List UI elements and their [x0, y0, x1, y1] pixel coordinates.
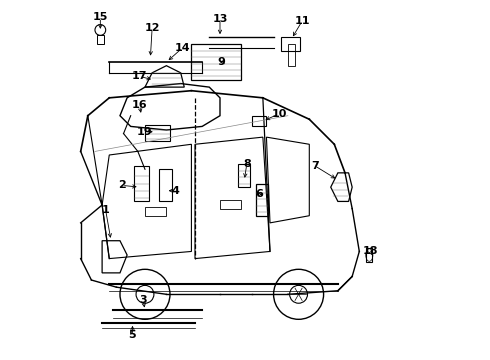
Text: 13: 13: [212, 14, 228, 24]
Text: 11: 11: [294, 16, 310, 26]
Text: 16: 16: [132, 100, 147, 110]
Bar: [192, 44, 242, 80]
Bar: [256, 184, 268, 216]
Bar: [367, 248, 372, 262]
Text: 7: 7: [311, 161, 319, 171]
Text: 4: 4: [172, 186, 179, 196]
Bar: [252, 116, 267, 126]
Text: 15: 15: [93, 13, 108, 22]
Bar: [288, 44, 295, 66]
Bar: [97, 35, 104, 44]
Text: 10: 10: [271, 109, 287, 119]
Bar: [145, 125, 170, 141]
Bar: [220, 200, 242, 208]
Bar: [159, 169, 172, 202]
Bar: [281, 37, 300, 51]
Text: 17: 17: [132, 71, 147, 81]
Text: 9: 9: [218, 57, 226, 67]
Bar: [238, 164, 250, 187]
Bar: [145, 207, 167, 216]
Text: 12: 12: [145, 23, 160, 33]
Text: 6: 6: [255, 189, 263, 199]
Text: 14: 14: [174, 43, 190, 53]
Bar: [134, 166, 148, 202]
Text: 19: 19: [137, 127, 153, 137]
Text: 8: 8: [243, 159, 251, 169]
Text: 1: 1: [102, 205, 110, 215]
Text: 3: 3: [139, 295, 147, 305]
Text: 18: 18: [362, 247, 378, 256]
Text: 2: 2: [118, 180, 125, 190]
Text: 5: 5: [129, 330, 136, 341]
